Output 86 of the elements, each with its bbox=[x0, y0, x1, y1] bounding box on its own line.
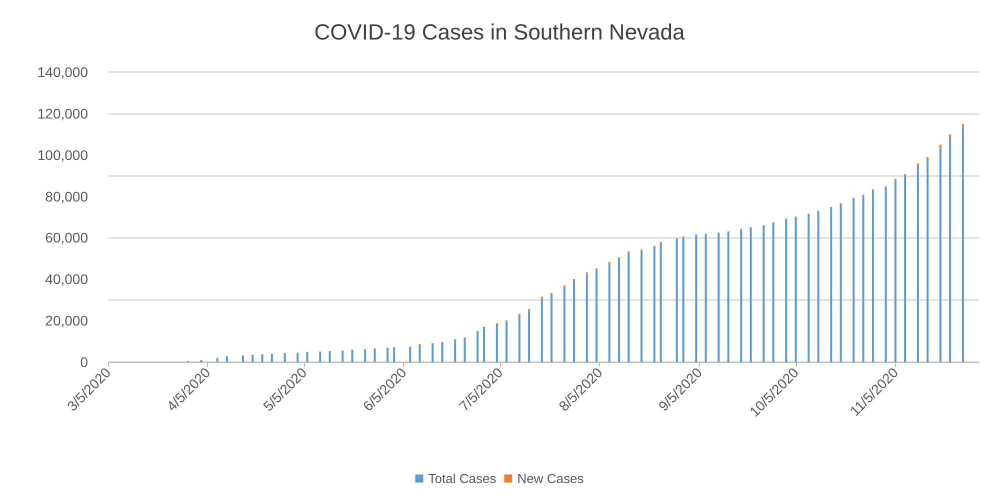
bar bbox=[939, 148, 942, 362]
bar bbox=[483, 328, 486, 362]
bar bbox=[216, 358, 218, 362]
y-tick-label: 0 bbox=[80, 354, 88, 370]
bar bbox=[342, 350, 344, 362]
bar bbox=[306, 352, 308, 362]
bar bbox=[573, 281, 576, 362]
bar bbox=[540, 298, 543, 362]
bar bbox=[704, 234, 707, 362]
bar bbox=[840, 204, 842, 362]
bar bbox=[740, 229, 742, 362]
bar bbox=[351, 350, 354, 362]
bar bbox=[949, 138, 952, 362]
bar bbox=[926, 160, 929, 362]
bar bbox=[682, 237, 684, 362]
bar bbox=[506, 322, 508, 362]
y-tick-label: 20,000 bbox=[45, 312, 88, 329]
bar bbox=[586, 274, 588, 362]
bar bbox=[242, 356, 244, 362]
bar bbox=[261, 354, 264, 362]
bar bbox=[496, 324, 498, 362]
bar bbox=[772, 222, 774, 362]
bar bbox=[528, 311, 530, 362]
bar bbox=[270, 354, 273, 362]
bar bbox=[226, 356, 228, 362]
bar bbox=[926, 157, 929, 160]
bar bbox=[319, 352, 322, 362]
bar bbox=[386, 348, 389, 362]
bar bbox=[817, 212, 820, 362]
bar bbox=[718, 233, 720, 362]
bar bbox=[550, 294, 553, 362]
bar bbox=[794, 217, 797, 362]
chart-title: COVID-19 Cases in Southern Nevada bbox=[314, 20, 686, 44]
bar bbox=[894, 180, 896, 362]
bar bbox=[441, 342, 444, 362]
bar bbox=[962, 124, 964, 129]
bar bbox=[904, 176, 906, 362]
bar bbox=[727, 232, 730, 362]
legend-label: New Cases bbox=[517, 471, 584, 486]
y-tick-label: 100,000 bbox=[37, 146, 88, 163]
bar bbox=[762, 226, 765, 362]
bar bbox=[852, 198, 855, 362]
bar bbox=[862, 196, 864, 362]
bar bbox=[676, 239, 678, 362]
bar bbox=[618, 258, 620, 362]
bar bbox=[563, 288, 566, 362]
y-tick-label: 120,000 bbox=[37, 105, 88, 122]
y-tick-label: 40,000 bbox=[45, 271, 88, 288]
y-tick-label: 140,000 bbox=[37, 64, 88, 80]
bar bbox=[949, 134, 952, 138]
bar bbox=[628, 252, 630, 362]
bar bbox=[830, 208, 832, 362]
bar bbox=[916, 164, 919, 166]
bar bbox=[884, 188, 887, 362]
bar bbox=[872, 190, 874, 362]
bar bbox=[284, 353, 286, 362]
bar bbox=[660, 243, 662, 362]
bar bbox=[962, 128, 964, 362]
bar bbox=[939, 144, 942, 149]
bar bbox=[418, 344, 421, 362]
bar bbox=[596, 270, 598, 362]
bar bbox=[464, 338, 466, 362]
bar bbox=[454, 340, 456, 362]
bar bbox=[608, 263, 610, 362]
bar bbox=[653, 246, 656, 362]
bar bbox=[364, 349, 366, 362]
legend-label: Total Cases bbox=[428, 471, 497, 486]
bar bbox=[393, 348, 396, 362]
y-tick-label: 60,000 bbox=[45, 230, 88, 246]
bar bbox=[409, 347, 412, 362]
bar bbox=[374, 348, 376, 362]
bar bbox=[750, 228, 752, 362]
bar bbox=[252, 354, 254, 362]
bar bbox=[476, 332, 479, 362]
bar bbox=[808, 214, 810, 362]
bar bbox=[916, 166, 919, 362]
y-tick-label: 80,000 bbox=[45, 188, 88, 204]
bar bbox=[640, 250, 643, 362]
bar bbox=[785, 219, 788, 362]
bar bbox=[328, 351, 331, 362]
bar bbox=[573, 278, 576, 282]
bar bbox=[432, 344, 434, 362]
bar bbox=[695, 235, 698, 362]
bar bbox=[518, 315, 520, 362]
bar bbox=[586, 272, 588, 275]
bar bbox=[296, 352, 299, 362]
